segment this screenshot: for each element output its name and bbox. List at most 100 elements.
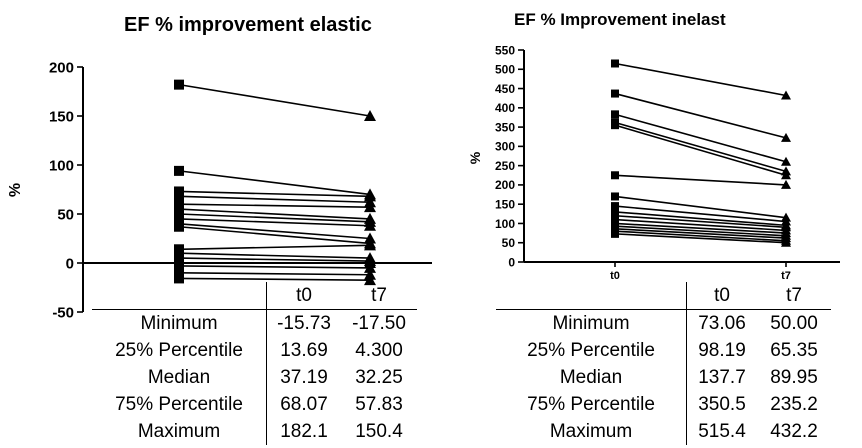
- stats-cell: 432.2: [770, 421, 818, 442]
- point-t7: [364, 201, 376, 213]
- stats-row-label: Minimum: [92, 309, 267, 337]
- series-line: [178, 170, 371, 196]
- stats-row-label: 25% Percentile: [496, 337, 687, 364]
- series-line: [614, 92, 787, 139]
- point-t7: [781, 179, 791, 189]
- series-line: [614, 113, 787, 163]
- stats-cell: 13.69: [280, 340, 328, 361]
- point-t0: [611, 121, 619, 130]
- stats-cell: 73.06: [698, 313, 746, 334]
- series-line: [614, 195, 787, 219]
- y-tick-label: 0: [66, 255, 74, 272]
- point-t0: [611, 202, 619, 211]
- stats-row: Median 137.7 89.95: [496, 364, 831, 391]
- stats-col-header: t7: [341, 282, 417, 310]
- stats-table-inelastic: t0 t7 Minimum 73.06 50.00 25% Percentile…: [496, 282, 831, 445]
- series-line: [178, 218, 371, 227]
- series-line: [614, 205, 787, 223]
- stats-cell: 57.83: [355, 394, 403, 415]
- point-t7: [364, 219, 376, 231]
- y-tick-label: 150: [49, 108, 74, 125]
- stats-cell: 137.7: [698, 367, 746, 388]
- chart-panel-elastic: EF % improvement elastic -50 0 50 100 150 200…: [7, 14, 432, 445]
- stats-cell: 50.00: [770, 313, 818, 334]
- x-tick-label: t0: [610, 270, 620, 282]
- series-line: [178, 213, 371, 223]
- stats-row-label: Median: [496, 364, 687, 391]
- point-t0: [174, 267, 184, 278]
- y-axis-label: %: [467, 151, 483, 164]
- y-tick-label: 50: [502, 236, 516, 250]
- stats-col-header: t0: [266, 282, 341, 310]
- series-line: [614, 228, 787, 239]
- stats-row: Maximum 515.4 432.2: [496, 418, 831, 445]
- stats-cell: 4.300: [355, 340, 403, 361]
- series-line: [178, 252, 371, 259]
- series-line: [614, 230, 787, 242]
- chart-title: EF % Improvement inelast: [514, 10, 726, 29]
- y-tick-label: 100: [49, 157, 74, 174]
- point-t7: [781, 156, 791, 166]
- stats-row-label: Median: [92, 364, 267, 391]
- point-t0: [611, 229, 619, 238]
- stats-row-label: Minimum: [496, 309, 687, 337]
- point-t0: [174, 191, 184, 202]
- stats-row: Maximum 182.1 150.4: [92, 418, 417, 445]
- series-line: [614, 124, 787, 177]
- series-line: [178, 190, 371, 198]
- x-tick-label: t7: [781, 270, 791, 282]
- series-line: [614, 121, 787, 173]
- series-line: [178, 223, 371, 240]
- y-tick-label: 350: [495, 120, 515, 134]
- point-t0: [611, 110, 619, 119]
- series-line: [178, 257, 371, 262]
- y-tick-label: 400: [495, 101, 515, 115]
- series-line: [178, 272, 371, 276]
- stats-row: Minimum -15.73 -17.50: [92, 309, 417, 337]
- series-line: [178, 244, 371, 251]
- stats-cell: 235.2: [770, 394, 818, 415]
- stats-row: 75% Percentile 350.5 235.2: [496, 391, 831, 418]
- y-tick-label: 150: [495, 198, 515, 212]
- point-t0: [611, 192, 619, 201]
- stats-cell: 65.35: [770, 340, 818, 361]
- stats-row: 25% Percentile 13.69 4.300: [92, 337, 417, 364]
- point-t0: [174, 273, 184, 284]
- series-line: [178, 277, 371, 281]
- stats-row-label: Maximum: [496, 418, 687, 445]
- stats-row-label: 75% Percentile: [92, 391, 267, 418]
- point-t0: [174, 260, 184, 271]
- point-t0: [611, 171, 619, 180]
- series-line: [614, 218, 787, 232]
- series-line: [614, 62, 787, 97]
- stats-cell: 89.95: [770, 367, 818, 388]
- series-line: [614, 222, 787, 234]
- stats-cell: 37.19: [280, 367, 328, 388]
- point-t0: [611, 59, 619, 68]
- stats-cell: 350.5: [698, 394, 746, 415]
- series-line: [614, 174, 787, 186]
- point-t7: [364, 110, 376, 121]
- stats-col-header: t0: [686, 282, 757, 310]
- y-tick-label: 550: [495, 43, 515, 57]
- y-axis-label: %: [7, 183, 24, 197]
- stats-corner: [496, 282, 687, 310]
- series-line: [178, 265, 371, 269]
- y-tick-label: 250: [495, 159, 515, 173]
- point-t0: [611, 89, 619, 98]
- point-t0: [174, 221, 184, 232]
- point-t7: [781, 132, 791, 142]
- series-line: [614, 233, 787, 244]
- chart-title: EF % improvement elastic: [124, 14, 372, 36]
- series-line: [614, 214, 787, 229]
- y-tick-label: 200: [495, 178, 515, 192]
- chart-plot-inelastic: 0 50 100 150 200 250 300 350 400 450 500 550% t0 t7: [467, 43, 840, 282]
- stats-cell: 68.07: [280, 394, 328, 415]
- series-line: [614, 211, 787, 227]
- stats-table-elastic: t0 t7 Minimum -15.73 -17.50 25% Percenti…: [92, 282, 417, 445]
- point-t7: [781, 170, 791, 180]
- y-tick-label: 100: [495, 217, 515, 231]
- y-tick-label: 500: [495, 63, 515, 77]
- point-t7: [364, 261, 376, 273]
- series-line: [178, 195, 371, 204]
